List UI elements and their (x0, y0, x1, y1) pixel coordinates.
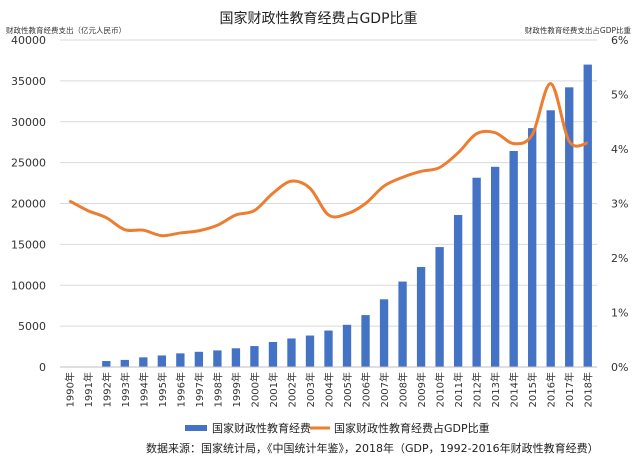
x-tick-label: 2002年 (285, 372, 298, 407)
bar (361, 315, 370, 367)
left-axis-label: 财政性教育经费支出（亿元人民币） (6, 25, 126, 35)
x-tick-label: 2001年 (267, 372, 280, 407)
x-tick-label: 2003年 (304, 372, 317, 407)
left-tick-label: 20000 (11, 198, 46, 211)
bar (490, 166, 500, 367)
right-tick-label: 5% (611, 89, 628, 102)
x-tick-label: 2009年 (415, 372, 428, 407)
left-tick-label: 15000 (11, 238, 46, 251)
left-tick-label: 40000 (11, 34, 46, 47)
x-tick-label: 2010年 (434, 372, 447, 407)
x-tick-label: 1995年 (156, 372, 169, 407)
x-tick-label: 2017年 (563, 372, 576, 407)
x-tick-label: 1999年 (230, 372, 243, 407)
right-tick-label: 0% (611, 361, 628, 374)
x-tick-label: 2004年 (323, 372, 336, 407)
legend-bar-swatch (185, 425, 207, 431)
left-axis-ticks: 0 5000 10000 15000 20000 25000 30000 35000 40000 (11, 34, 46, 374)
bar (565, 87, 574, 367)
x-tick-label: 2005年 (341, 372, 354, 407)
bar (416, 267, 426, 367)
bar (453, 215, 463, 367)
x-tick-label: 2011年 (452, 372, 465, 407)
x-tick-label: 2015年 (526, 372, 539, 407)
bar (120, 359, 129, 367)
right-tick-label: 6% (611, 34, 628, 47)
x-tick-label: 2013年 (489, 372, 502, 407)
bar (342, 324, 352, 367)
right-axis-ticks: 0% 1% 2% 3% 4% 5% 6% (611, 34, 628, 374)
bar (268, 341, 278, 367)
x-tick-label: 2007年 (378, 372, 391, 407)
legend-line-label: 国家财政性教育经费占GDP比重 (334, 421, 490, 435)
bar (398, 281, 407, 367)
bar (583, 64, 592, 367)
x-tick-label: 1993年 (119, 372, 132, 407)
x-tick-label: 2006年 (360, 372, 373, 407)
right-tick-label: 3% (611, 198, 628, 211)
line-path (68, 82, 589, 238)
right-tick-label: 1% (611, 307, 628, 320)
x-tick-label: 1994年 (137, 372, 150, 407)
bar-series (102, 64, 592, 368)
x-tick-label: 1991年 (82, 372, 95, 407)
legend: 国家财政性教育经费 国家财政性教育经费占GDP比重 (185, 421, 490, 435)
bar (250, 346, 259, 367)
left-tick-label: 5000 (18, 320, 46, 333)
left-tick-label: 35000 (11, 75, 46, 88)
x-tick-label: 2012年 (471, 372, 484, 407)
right-tick-label: 2% (611, 252, 628, 265)
x-tick-label: 1997年 (193, 372, 206, 407)
bar (287, 338, 296, 367)
x-tick-label: 1990年 (63, 372, 76, 407)
bar (546, 110, 555, 368)
bar (379, 299, 389, 367)
line-series (68, 82, 589, 238)
bar (305, 335, 315, 367)
left-tick-label: 10000 (11, 279, 46, 292)
source-note: 数据来源：国家统计局，《中国统计年鉴》，2018年（GDP，1992-2016年… (146, 441, 599, 455)
left-tick-label: 25000 (11, 157, 46, 170)
x-tick-label: 1996年 (174, 372, 187, 407)
bar (176, 353, 185, 367)
bar (102, 361, 111, 367)
bar (435, 247, 444, 367)
x-tick-label: 2008年 (397, 372, 410, 407)
bar (213, 350, 222, 367)
bar (472, 177, 481, 367)
left-tick-label: 0 (39, 361, 46, 374)
x-tick-label: 2016年 (545, 372, 558, 407)
gridlines (60, 39, 597, 327)
x-tick-label: 1998年 (211, 372, 224, 407)
x-axis-ticks: 1990年 1991年 1992年 1993年 1994年 1995年 1996年 1997年… (63, 372, 594, 407)
right-axis-label: 财政性教育经费支出占GDP比重 (525, 25, 632, 35)
bar (231, 348, 241, 367)
bar (528, 128, 537, 367)
bar (509, 151, 518, 367)
x-tick-label: 2018年 (582, 372, 595, 407)
bar (157, 355, 167, 367)
bar (194, 351, 204, 367)
x-tick-label: 2014年 (508, 372, 521, 407)
x-tick-label: 1992年 (100, 372, 113, 407)
x-tick-label: 2000年 (248, 372, 261, 407)
chart-title: 国家财政性教育经费占GDP比重 (219, 10, 417, 27)
legend-bar-label: 国家财政性教育经费 (212, 421, 311, 435)
bar (139, 357, 148, 367)
right-tick-label: 4% (611, 143, 628, 156)
left-tick-label: 30000 (11, 116, 46, 129)
bar (324, 330, 333, 367)
